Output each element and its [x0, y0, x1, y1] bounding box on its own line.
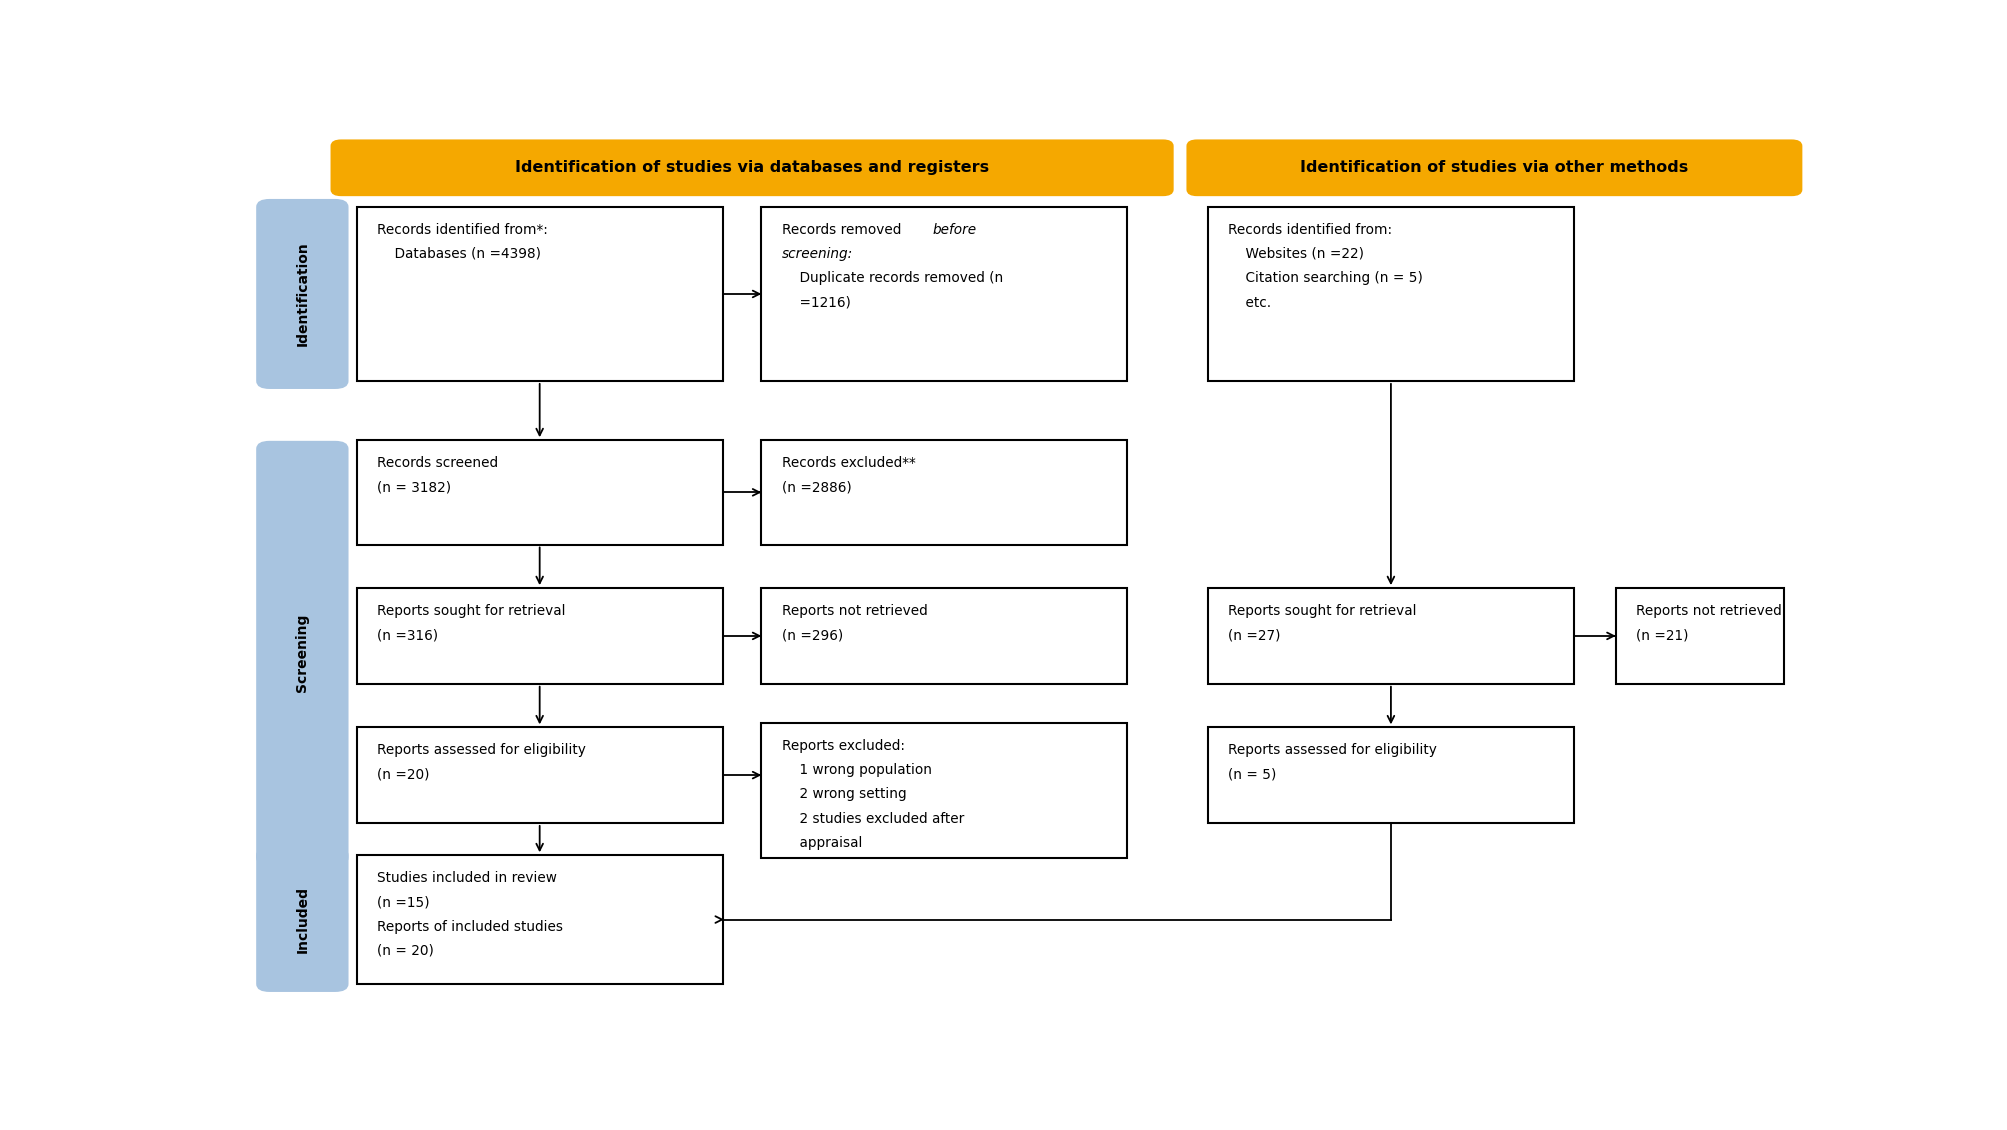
Text: Records excluded**: Records excluded**	[781, 455, 915, 470]
FancyBboxPatch shape	[761, 588, 1126, 684]
Text: before: before	[931, 223, 975, 236]
Text: Citation searching (n = 5): Citation searching (n = 5)	[1228, 271, 1423, 286]
FancyBboxPatch shape	[357, 728, 723, 823]
FancyBboxPatch shape	[1208, 588, 1573, 684]
Text: (n =27): (n =27)	[1228, 628, 1280, 642]
Text: Reports assessed for eligibility: Reports assessed for eligibility	[377, 742, 586, 757]
Text: (n =296): (n =296)	[781, 628, 843, 642]
Text: (n =15): (n =15)	[377, 895, 429, 910]
Text: Reports sought for retrieval: Reports sought for retrieval	[1228, 603, 1417, 618]
Text: Records identified from*:: Records identified from*:	[377, 223, 548, 236]
Text: (n =2886): (n =2886)	[781, 480, 851, 494]
Text: Identification of studies via databases and registers: Identification of studies via databases …	[514, 160, 989, 175]
FancyBboxPatch shape	[1616, 588, 1782, 684]
Text: Studies included in review: Studies included in review	[377, 871, 556, 885]
FancyBboxPatch shape	[257, 442, 347, 864]
FancyBboxPatch shape	[357, 207, 723, 381]
Text: Records screened: Records screened	[377, 455, 498, 470]
FancyBboxPatch shape	[357, 440, 723, 545]
Text: (n = 5): (n = 5)	[1228, 767, 1276, 781]
Text: Screening: Screening	[295, 614, 309, 693]
Text: etc.: etc.	[1228, 296, 1270, 310]
Text: Websites (n =22): Websites (n =22)	[1228, 247, 1363, 261]
Text: 2 studies excluded after: 2 studies excluded after	[781, 811, 963, 826]
FancyBboxPatch shape	[357, 855, 723, 984]
Text: (n =21): (n =21)	[1636, 628, 1688, 642]
FancyBboxPatch shape	[331, 141, 1172, 194]
FancyBboxPatch shape	[761, 723, 1126, 858]
Text: Identification of studies via other methods: Identification of studies via other meth…	[1301, 160, 1688, 175]
FancyBboxPatch shape	[357, 588, 723, 684]
Text: Records removed: Records removed	[781, 223, 905, 236]
Text: Reports not retrieved: Reports not retrieved	[1636, 603, 1780, 618]
Text: Identification: Identification	[295, 242, 309, 346]
Text: Databases (n =4398): Databases (n =4398)	[377, 247, 540, 261]
Text: Reports sought for retrieval: Reports sought for retrieval	[377, 603, 566, 618]
Text: (n =316): (n =316)	[377, 628, 438, 642]
Text: Reports assessed for eligibility: Reports assessed for eligibility	[1228, 742, 1437, 757]
Text: Records identified from:: Records identified from:	[1228, 223, 1391, 236]
Text: Duplicate records removed (n: Duplicate records removed (n	[781, 271, 1001, 286]
FancyBboxPatch shape	[257, 849, 347, 991]
FancyBboxPatch shape	[1208, 728, 1573, 823]
FancyBboxPatch shape	[1208, 207, 1573, 381]
Text: Reports excluded:: Reports excluded:	[781, 739, 905, 753]
FancyBboxPatch shape	[761, 440, 1126, 545]
Text: Included: Included	[295, 886, 309, 953]
Text: 2 wrong setting: 2 wrong setting	[781, 788, 905, 801]
FancyBboxPatch shape	[1188, 141, 1800, 194]
Text: =1216): =1216)	[781, 296, 851, 310]
FancyBboxPatch shape	[761, 207, 1126, 381]
FancyBboxPatch shape	[257, 200, 347, 388]
Text: (n = 3182): (n = 3182)	[377, 480, 452, 494]
Text: (n = 20): (n = 20)	[377, 944, 434, 958]
Text: Reports of included studies: Reports of included studies	[377, 920, 562, 933]
Text: 1 wrong population: 1 wrong population	[781, 763, 931, 777]
Text: Reports not retrieved: Reports not retrieved	[781, 603, 927, 618]
Text: (n =20): (n =20)	[377, 767, 429, 781]
Text: appraisal: appraisal	[781, 836, 861, 850]
Text: screening:: screening:	[781, 247, 853, 261]
